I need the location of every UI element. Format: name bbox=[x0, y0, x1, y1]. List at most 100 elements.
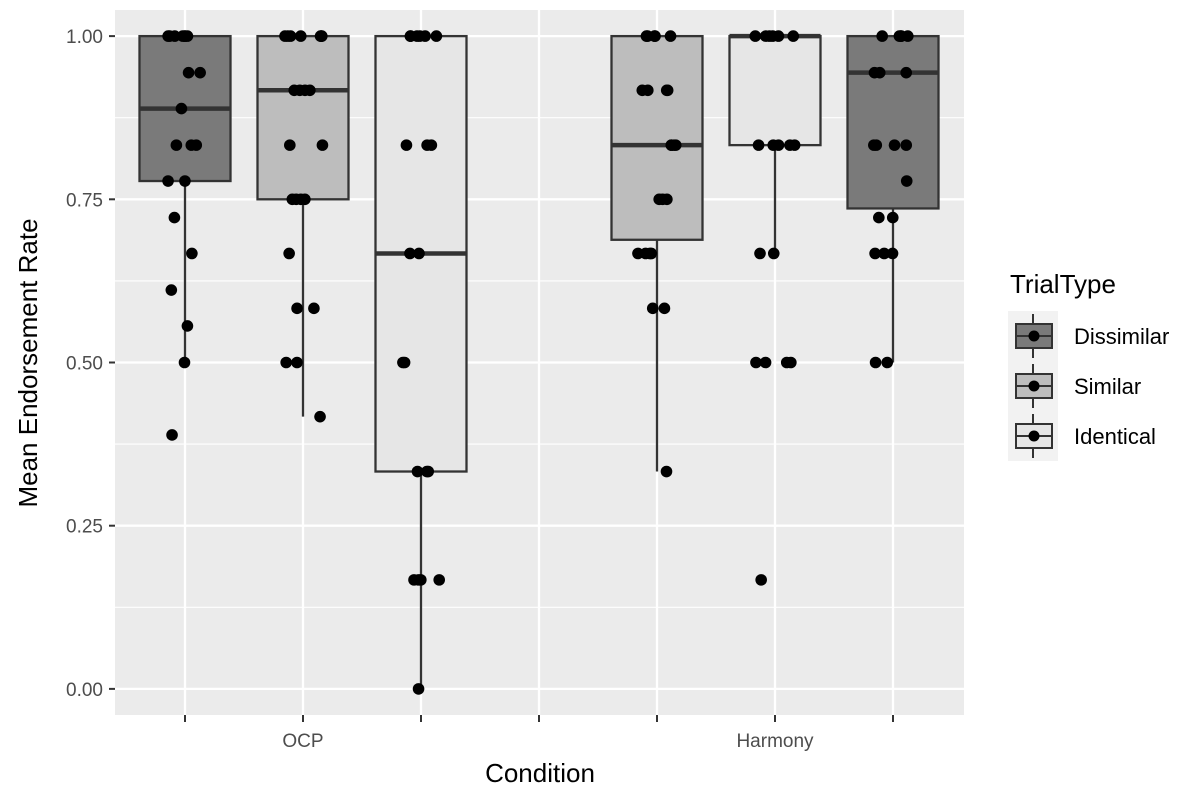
data-point bbox=[653, 193, 665, 206]
data-point bbox=[170, 139, 183, 151]
data-point bbox=[175, 102, 188, 115]
legend-point bbox=[1028, 430, 1040, 442]
data-point bbox=[869, 247, 881, 260]
legend-point bbox=[1028, 330, 1040, 342]
y-tick-label: 0.00 bbox=[66, 680, 103, 701]
data-point bbox=[750, 356, 762, 369]
data-point bbox=[181, 320, 194, 332]
data-point bbox=[766, 30, 779, 42]
data-point bbox=[900, 139, 913, 151]
data-point bbox=[291, 356, 303, 369]
data-point bbox=[664, 30, 677, 42]
data-point bbox=[876, 30, 888, 42]
data-point bbox=[772, 139, 785, 151]
data-point bbox=[868, 66, 881, 79]
data-point bbox=[411, 30, 423, 42]
legend-label: Similar bbox=[1074, 374, 1141, 399]
data-point bbox=[787, 30, 800, 42]
data-point bbox=[314, 410, 326, 423]
data-point bbox=[178, 356, 191, 369]
data-point bbox=[308, 302, 320, 315]
data-point bbox=[749, 30, 762, 42]
y-tick-label: 1.00 bbox=[66, 27, 103, 48]
data-point bbox=[304, 84, 316, 97]
data-point bbox=[419, 30, 431, 42]
data-point bbox=[873, 211, 885, 224]
data-point bbox=[886, 247, 899, 260]
data-point bbox=[754, 247, 766, 260]
legend-item-similar: Similar bbox=[1015, 364, 1141, 408]
box-body bbox=[846, 34, 940, 210]
box-harmony-dissimilar bbox=[846, 34, 940, 363]
data-point bbox=[179, 175, 191, 187]
box-body bbox=[610, 34, 704, 241]
y-tick-label: 0.75 bbox=[66, 190, 103, 211]
legend: TrialType Dissimilar Similar Identical bbox=[1008, 269, 1169, 461]
box-harmony-similar bbox=[610, 34, 704, 472]
data-point bbox=[397, 356, 409, 369]
data-point bbox=[185, 139, 198, 151]
data-point bbox=[280, 356, 292, 369]
legend-label: Dissimilar bbox=[1074, 324, 1169, 349]
data-point bbox=[646, 302, 659, 315]
legend-item-identical: Identical bbox=[1015, 414, 1156, 458]
data-point bbox=[901, 30, 914, 42]
y-tick-label: 0.50 bbox=[66, 354, 103, 375]
data-point bbox=[415, 574, 427, 586]
legend-keys: Dissimilar Similar Identical bbox=[1008, 311, 1169, 461]
data-point bbox=[869, 356, 882, 369]
data-point bbox=[162, 30, 174, 42]
data-point bbox=[284, 30, 297, 42]
data-point bbox=[294, 30, 307, 42]
axes: 0.00 0.25 0.50 0.75 1.00 OCP Harmony bbox=[66, 27, 894, 752]
data-point bbox=[665, 139, 678, 151]
data-point bbox=[661, 84, 674, 97]
data-point bbox=[315, 30, 328, 42]
data-point bbox=[900, 66, 913, 79]
data-point bbox=[881, 356, 894, 369]
data-point bbox=[299, 193, 311, 206]
legend-label: Identical bbox=[1074, 424, 1156, 449]
data-point bbox=[886, 211, 899, 224]
y-tick-label: 0.25 bbox=[66, 517, 103, 538]
data-point bbox=[413, 247, 425, 260]
data-point bbox=[640, 30, 653, 42]
data-point bbox=[186, 247, 198, 260]
data-point bbox=[284, 139, 296, 151]
box-body bbox=[256, 34, 350, 201]
data-point bbox=[642, 84, 654, 97]
data-point bbox=[194, 66, 206, 79]
data-point bbox=[290, 193, 303, 206]
data-point bbox=[868, 139, 880, 151]
data-point bbox=[878, 247, 890, 260]
data-point bbox=[755, 574, 767, 586]
data-point bbox=[888, 139, 901, 151]
data-point bbox=[404, 247, 416, 260]
data-point bbox=[660, 465, 673, 478]
x-axis-title: Condition bbox=[485, 758, 595, 788]
data-point bbox=[785, 356, 797, 369]
x-tick-label: OCP bbox=[282, 731, 323, 752]
data-point bbox=[639, 247, 652, 260]
y-axis-title: Mean Endorsement Rate bbox=[13, 218, 43, 507]
data-point bbox=[767, 247, 780, 260]
data-point bbox=[291, 302, 303, 315]
data-point bbox=[288, 84, 301, 97]
points bbox=[162, 30, 914, 695]
legend-title: TrialType bbox=[1010, 269, 1116, 299]
box-harmony-identical bbox=[728, 33, 822, 254]
data-point bbox=[658, 302, 671, 315]
boxes bbox=[138, 33, 940, 689]
box-ocp-identical bbox=[374, 34, 468, 689]
data-point bbox=[165, 284, 178, 296]
box-body bbox=[728, 34, 822, 147]
data-point bbox=[179, 30, 192, 42]
data-point bbox=[400, 139, 413, 151]
data-point bbox=[430, 30, 443, 42]
data-point bbox=[784, 139, 796, 151]
legend-item-dissimilar: Dissimilar bbox=[1015, 314, 1169, 358]
data-point bbox=[421, 139, 433, 151]
data-point bbox=[900, 175, 913, 187]
